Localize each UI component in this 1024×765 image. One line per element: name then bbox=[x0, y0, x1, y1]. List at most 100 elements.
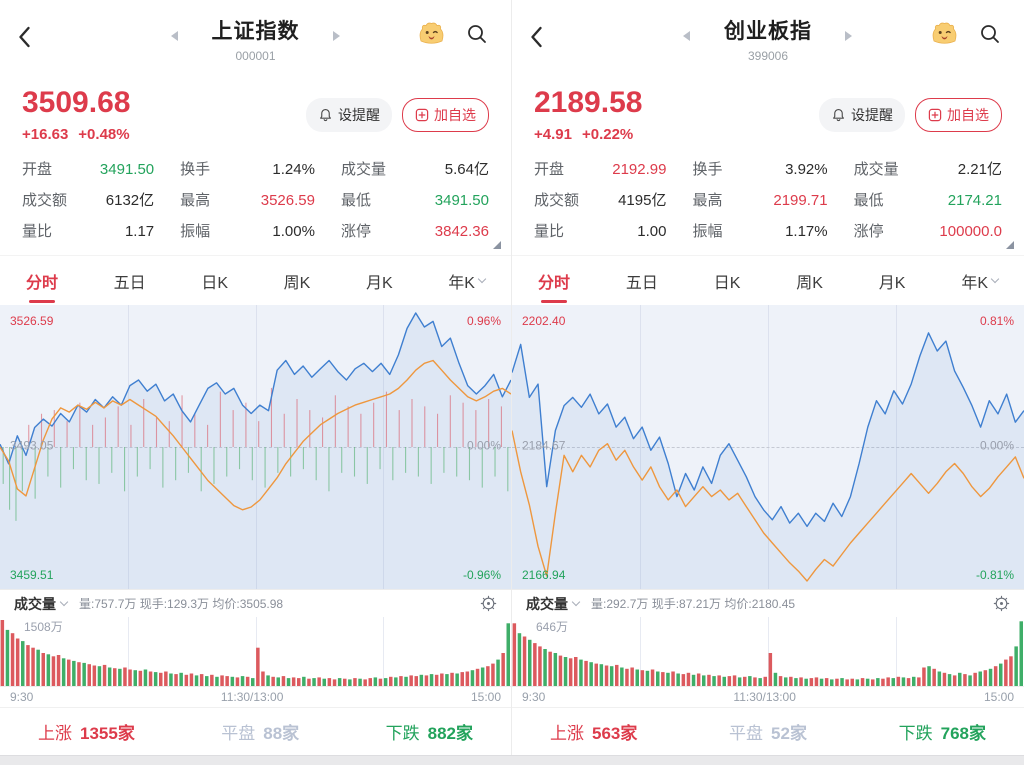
time-midday: 11:30/13:00 bbox=[733, 690, 796, 704]
advancers-stat[interactable]: 上涨 563家 bbox=[550, 719, 637, 744]
index-code: 000001 bbox=[235, 49, 276, 63]
stat-value: 100000.0 bbox=[939, 223, 1002, 240]
tab-label: 月K bbox=[365, 274, 393, 292]
gear-icon bbox=[993, 595, 1010, 612]
plus-square-icon bbox=[928, 108, 942, 122]
tab-分时[interactable]: 分时 bbox=[24, 261, 60, 301]
stat-value: 1.17% bbox=[785, 223, 828, 240]
tab-月K[interactable]: 月K bbox=[877, 261, 908, 301]
tab-日K[interactable]: 日K bbox=[712, 261, 743, 301]
volume-chart[interactable]: 646万 bbox=[512, 617, 1024, 687]
decliners-label: 下跌 bbox=[898, 724, 933, 743]
add-watchlist-label: 加自选 bbox=[434, 107, 476, 123]
stat-item: 最高 2199.71 bbox=[692, 189, 827, 210]
tab-label: 分时 bbox=[538, 274, 571, 292]
tab-五日[interactable]: 五日 bbox=[112, 261, 148, 301]
add-watchlist-label: 加自选 bbox=[947, 107, 989, 123]
search-button[interactable] bbox=[465, 22, 489, 49]
tab-label: 日K bbox=[201, 274, 228, 292]
tab-年K[interactable]: 年K bbox=[959, 261, 1000, 301]
volume-stats: 量:292.7万 现手:87.21万 均价:2180.45 bbox=[591, 597, 796, 611]
decliners-stat[interactable]: 下跌 768家 bbox=[899, 719, 986, 744]
decliners-stat[interactable]: 下跌 882家 bbox=[386, 719, 473, 744]
stat-item: 最低 2174.21 bbox=[854, 189, 1002, 210]
price-actions: 设提醒 加自选 bbox=[819, 98, 1002, 132]
stat-label: 振幅 bbox=[180, 223, 211, 240]
add-watchlist-button[interactable]: 加自选 bbox=[402, 98, 489, 132]
volume-chart[interactable]: 1508万 bbox=[0, 617, 511, 687]
tab-周K[interactable]: 周K bbox=[282, 261, 313, 301]
expand-stats-handle[interactable] bbox=[1006, 241, 1014, 249]
change-percent: +0.22% bbox=[581, 125, 634, 143]
tab-月K[interactable]: 月K bbox=[364, 261, 395, 301]
stat-label: 量比 bbox=[534, 223, 565, 240]
volume-label: 成交量 bbox=[14, 595, 56, 612]
volume-label: 成交量 bbox=[526, 595, 568, 612]
time-midday: 11:30/13:00 bbox=[220, 690, 284, 704]
stat-value: 2174.21 bbox=[947, 192, 1002, 209]
intraday-chart[interactable]: 3526.59 0.96% 3493.05 0.00% 3459.51 -0.9… bbox=[0, 305, 511, 589]
mascot-assistant-button[interactable] bbox=[418, 20, 445, 48]
price-block: 3509.68 +16.63 +0.48% bbox=[22, 85, 131, 143]
volume-indicator-selector[interactable]: 成交量 bbox=[526, 594, 581, 614]
stat-value: 3.92% bbox=[785, 161, 828, 178]
stat-item: 量比 1.17 bbox=[22, 220, 154, 241]
stat-label: 开盘 bbox=[22, 161, 53, 178]
advancers-count: 1355家 bbox=[80, 724, 135, 743]
add-watchlist-button[interactable]: 加自选 bbox=[915, 98, 1002, 132]
mascot-icon bbox=[932, 22, 957, 44]
stat-item: 开盘 3491.50 bbox=[22, 158, 154, 179]
tab-label: 年K bbox=[448, 274, 475, 292]
tab-分时[interactable]: 分时 bbox=[536, 261, 572, 301]
title-block: 创业板指 399006 bbox=[724, 15, 812, 63]
current-price: 2189.58 bbox=[534, 85, 643, 119]
stat-label: 成交量 bbox=[853, 161, 899, 178]
chevron-down-icon bbox=[477, 274, 487, 284]
price-row: 2189.58 +4.91 +0.22% 设提醒 加自选 bbox=[512, 82, 1024, 148]
set-alert-button[interactable]: 设提醒 bbox=[819, 98, 905, 132]
back-button[interactable] bbox=[524, 22, 550, 55]
stat-value: 4195亿 bbox=[618, 192, 667, 209]
tab-label: 五日 bbox=[625, 274, 658, 292]
advancers-count: 563家 bbox=[592, 724, 638, 743]
time-close: 15:00 bbox=[470, 690, 501, 704]
set-alert-button[interactable]: 设提醒 bbox=[306, 98, 392, 132]
back-button[interactable] bbox=[12, 22, 38, 55]
bell-icon bbox=[833, 109, 844, 122]
chart-settings-button[interactable] bbox=[480, 595, 497, 612]
mascot-assistant-button[interactable] bbox=[931, 20, 958, 48]
next-index-arrow[interactable] bbox=[842, 28, 855, 47]
stat-item: 成交额 4195亿 bbox=[534, 189, 666, 210]
stat-value: 2192.99 bbox=[612, 161, 667, 178]
back-chevron-icon bbox=[19, 26, 30, 48]
tab-日K[interactable]: 日K bbox=[199, 261, 230, 301]
current-price: 3509.68 bbox=[22, 85, 131, 119]
tab-五日[interactable]: 五日 bbox=[624, 261, 660, 301]
stat-item: 成交量 2.21亿 bbox=[854, 158, 1002, 179]
advancers-stat[interactable]: 上涨 1355家 bbox=[38, 719, 135, 744]
tab-年K[interactable]: 年K bbox=[446, 261, 487, 301]
market-breadth: 上涨 563家 平盘 52家 下跌 768家 bbox=[512, 707, 1024, 755]
tab-周K[interactable]: 周K bbox=[794, 261, 825, 301]
triangle-left-icon bbox=[683, 31, 690, 41]
triangle-right-icon bbox=[845, 31, 852, 41]
unchanged-stat[interactable]: 平盘 88家 bbox=[221, 719, 299, 744]
intraday-chart[interactable]: 2202.40 0.81% 2184.67 0.00% 2166.94 -0.8… bbox=[512, 305, 1024, 589]
chart-settings-button[interactable] bbox=[993, 595, 1010, 612]
stat-item: 成交额 6132亿 bbox=[22, 189, 154, 210]
volume-indicator-selector[interactable]: 成交量 bbox=[14, 594, 69, 614]
index-code: 399006 bbox=[747, 49, 789, 63]
search-button[interactable] bbox=[978, 22, 1002, 49]
set-alert-label: 设提醒 bbox=[851, 107, 893, 123]
stat-item: 开盘 2192.99 bbox=[534, 158, 666, 179]
expand-stats-handle[interactable] bbox=[493, 241, 501, 249]
time-close: 15:00 bbox=[983, 690, 1014, 704]
unchanged-count: 88家 bbox=[263, 724, 300, 743]
prev-index-arrow[interactable] bbox=[680, 28, 693, 47]
stat-value: 5.64亿 bbox=[444, 161, 489, 178]
stat-item: 振幅 1.17% bbox=[692, 220, 827, 241]
unchanged-stat[interactable]: 平盘 52家 bbox=[729, 719, 807, 744]
next-index-arrow[interactable] bbox=[330, 28, 343, 47]
prev-index-arrow[interactable] bbox=[168, 28, 181, 47]
